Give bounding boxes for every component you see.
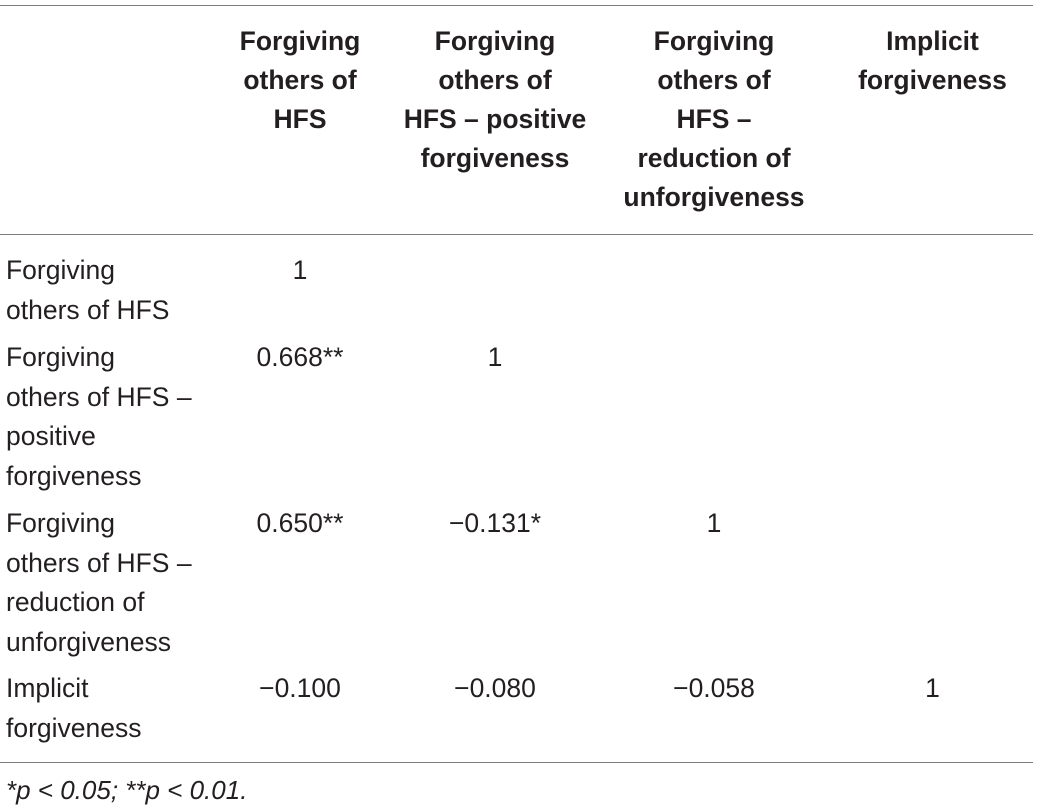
table-cell: −0.131* [448, 508, 542, 538]
column-header-positive-forgiveness: Forgiving others of HFS – positive forgi… [403, 26, 587, 173]
table-footnote: *p < 0.05; **p < 0.01. [6, 775, 248, 805]
table-cell: 1 [292, 255, 308, 285]
column-header-implicit-forgiveness: Implicit forgiveness [858, 26, 1007, 95]
table-header-rule [0, 234, 1033, 235]
row-label: Implicit forgiveness [6, 673, 142, 743]
table-cell: 1 [487, 342, 503, 372]
table-cell: 0.668** [256, 342, 344, 372]
table-cell: 1 [706, 508, 722, 538]
table-bottom-rule [0, 762, 1033, 763]
table-cell: 0.650** [256, 508, 344, 538]
row-label: Forgiving others of HFS – positive forgi… [6, 342, 192, 491]
table-top-rule [0, 5, 1033, 6]
table-cell: −0.100 [259, 673, 341, 703]
column-header-forgiving-others: Forgiving others of HFS [239, 26, 361, 134]
table-cell: −0.080 [454, 673, 536, 703]
column-header-reduction-of-unforgiveness: Forgiving others of HFS – reduction of u… [623, 26, 805, 212]
row-label: Forgiving others of HFS [6, 255, 170, 325]
row-label: Forgiving others of HFS – reduction of u… [6, 508, 192, 657]
table-cell: −0.058 [673, 673, 755, 703]
table-cell: 1 [925, 673, 940, 703]
